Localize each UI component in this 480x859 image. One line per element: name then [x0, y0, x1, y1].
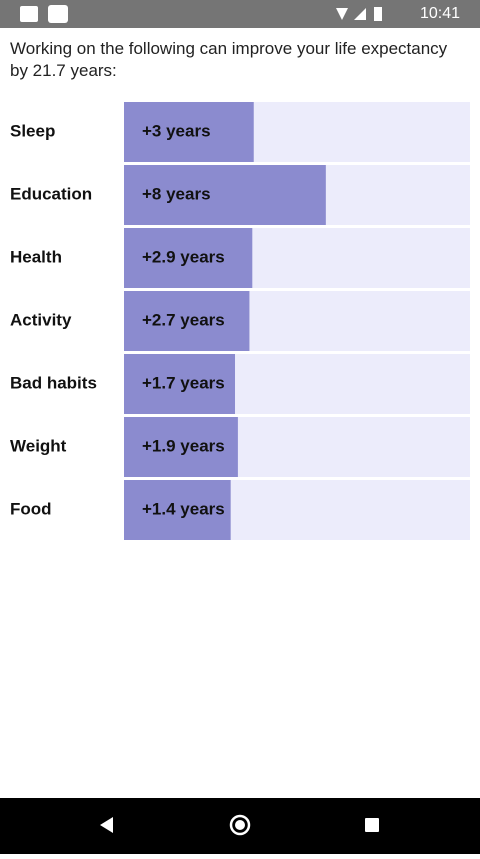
category-label: Sleep [10, 121, 55, 140]
bar [124, 291, 250, 351]
bar [124, 165, 326, 225]
summary-text: Working on the following can improve you… [10, 39, 448, 80]
value-label: +2.7 years [142, 310, 225, 329]
clock: 10:41 [419, 5, 460, 22]
recents-button[interactable] [365, 818, 379, 832]
nav-buttons [100, 814, 379, 836]
status-icons [20, 5, 68, 23]
status-bar: 10:41 [0, 0, 480, 28]
value-label: +8 years [142, 184, 211, 203]
chart: Sleep +3 years Education +8 years Health +2.9… [10, 102, 470, 540]
category-label: Education [10, 184, 92, 203]
value-label: +2.9 years [142, 247, 225, 266]
nav-bar [0, 798, 480, 854]
home-button[interactable] [229, 814, 251, 836]
bar [124, 480, 231, 540]
system-icons [336, 7, 382, 21]
bar [124, 417, 238, 477]
bar [124, 102, 254, 162]
bar [124, 354, 236, 414]
value-label: +1.7 years [142, 373, 225, 392]
back-button[interactable] [100, 817, 113, 833]
bar [124, 228, 253, 288]
value-label: +1.9 years [142, 436, 225, 455]
value-label: +3 years [142, 121, 211, 140]
category-label: Activity [10, 310, 72, 329]
category-label: Bad habits [10, 373, 97, 392]
category-label: Food [10, 499, 52, 518]
category-label: Health [10, 247, 62, 266]
value-label: +1.4 years [142, 499, 225, 518]
category-label: Weight [10, 436, 67, 455]
